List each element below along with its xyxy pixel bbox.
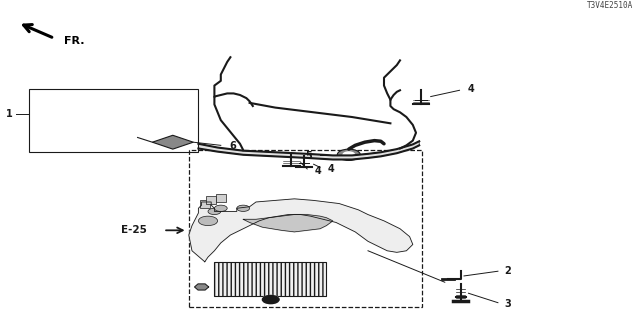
Circle shape xyxy=(337,149,360,160)
Bar xyxy=(216,194,226,202)
Circle shape xyxy=(343,152,355,158)
Bar xyxy=(214,262,326,296)
Polygon shape xyxy=(198,141,419,159)
Text: 2: 2 xyxy=(504,266,511,276)
Text: 6: 6 xyxy=(229,141,236,151)
Bar xyxy=(189,150,422,308)
Circle shape xyxy=(214,205,227,212)
Circle shape xyxy=(262,295,279,304)
Text: 3: 3 xyxy=(504,299,511,308)
Polygon shape xyxy=(195,284,209,290)
Text: 1: 1 xyxy=(6,109,13,119)
Text: T3V4E2510A: T3V4E2510A xyxy=(588,1,634,10)
Polygon shape xyxy=(189,199,413,262)
Text: E-25: E-25 xyxy=(122,225,147,235)
Text: 4: 4 xyxy=(328,164,335,174)
Bar xyxy=(206,196,216,204)
Polygon shape xyxy=(152,135,193,149)
Bar xyxy=(200,200,210,208)
Circle shape xyxy=(208,208,221,215)
Text: 4: 4 xyxy=(467,84,474,94)
Bar xyxy=(29,89,198,152)
Circle shape xyxy=(198,216,218,226)
Text: 4: 4 xyxy=(315,166,322,176)
Polygon shape xyxy=(243,215,333,232)
Circle shape xyxy=(237,205,250,212)
Text: FR.: FR. xyxy=(64,36,84,45)
Text: 5: 5 xyxy=(305,151,312,161)
Circle shape xyxy=(262,295,279,304)
